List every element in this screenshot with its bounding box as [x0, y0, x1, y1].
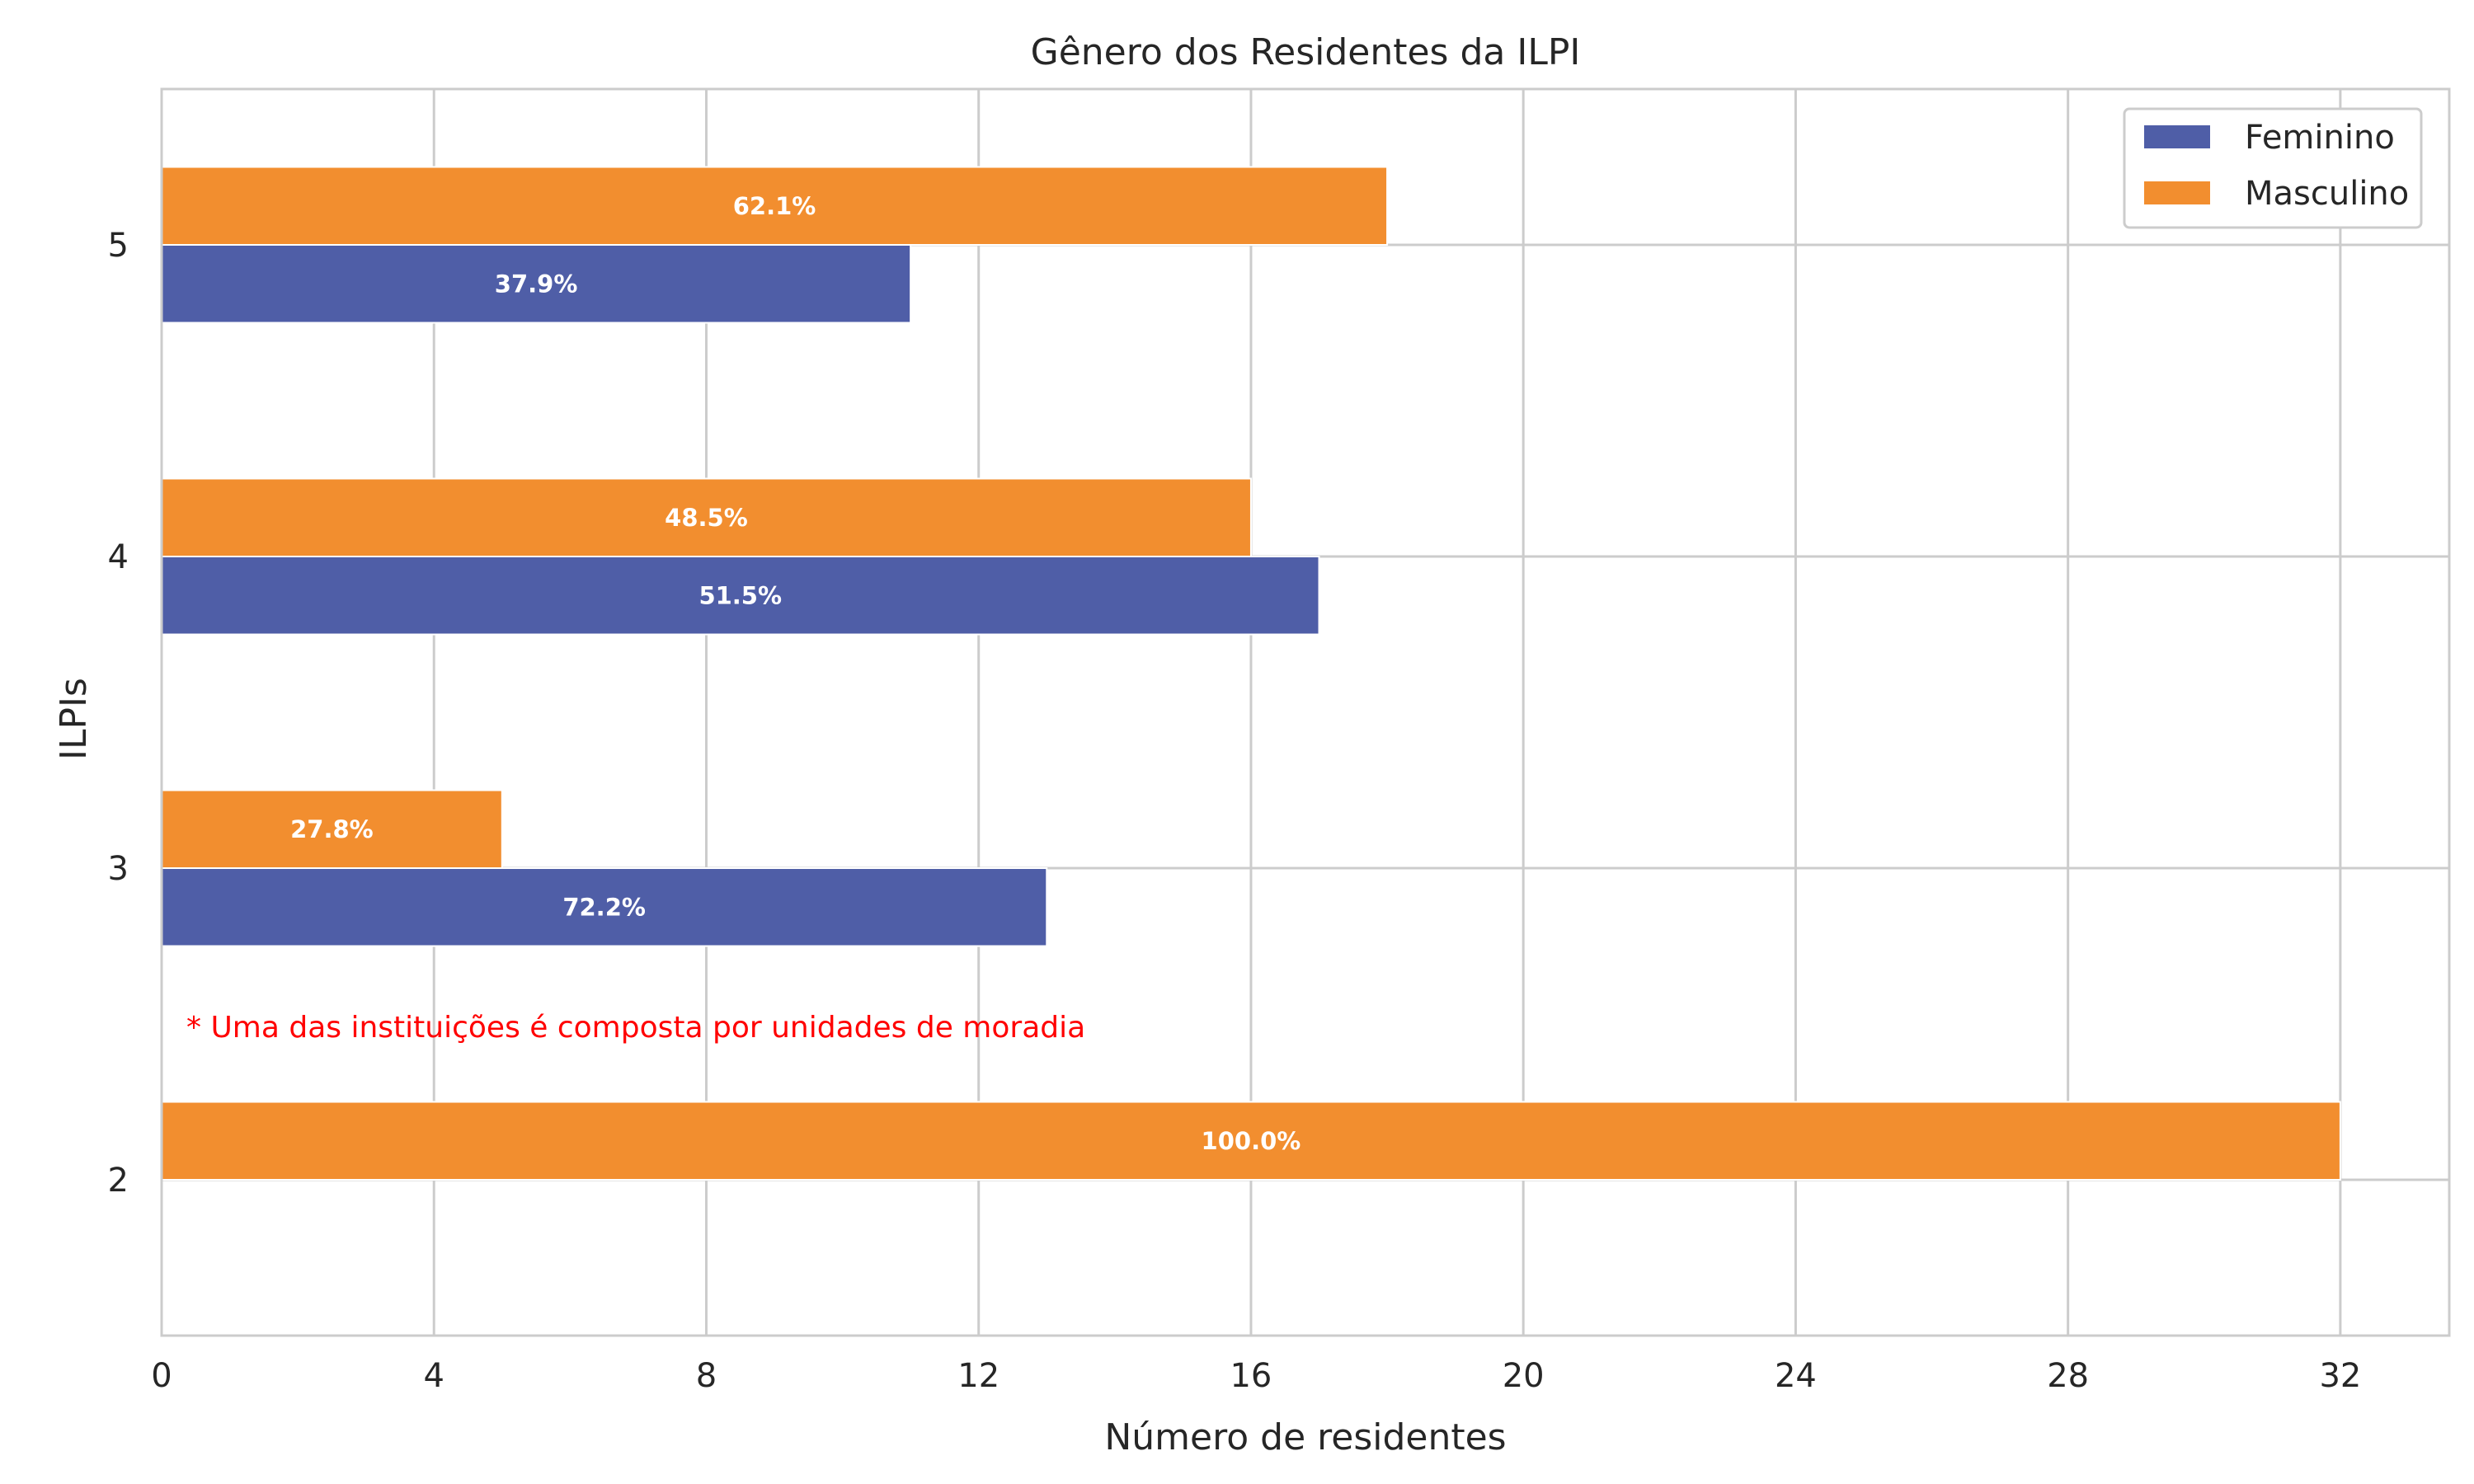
x-tick-label: 24 [1775, 1357, 1817, 1395]
legend-label-feminino: Feminino [2245, 119, 2395, 157]
plot-frame [160, 87, 2451, 1337]
chart-title: Gênero dos Residentes da ILPI [1031, 31, 1581, 73]
legend-label-masculino: Masculino [2245, 175, 2409, 213]
y-tick-labels: 2 3 4 5 [108, 227, 129, 1200]
x-tick-label: 0 [151, 1357, 172, 1395]
legend-swatch-feminino [2144, 125, 2210, 148]
x-tick-label: 12 [957, 1357, 999, 1395]
bar-masculino-ilpi-5 [161, 166, 1389, 246]
bar-feminino-ilpi-3 [161, 867, 1048, 947]
bar-masculino-ilpi-2 [161, 1101, 2341, 1181]
y-tick-label: 5 [108, 227, 129, 265]
bar-label-feminino-ilpi-3: 72.2% [562, 893, 646, 921]
x-tick-label: 20 [1503, 1357, 1545, 1395]
y-axis-title: ILPIs [53, 678, 95, 760]
annotation-note: * Uma das instituições é composta por un… [186, 1011, 1085, 1045]
bar-label-masculino-ilpi-4: 48.5% [665, 504, 748, 532]
y-tick-label: 4 [108, 538, 129, 576]
bar-label-masculino-ilpi-5: 62.1% [733, 192, 816, 220]
legend-swatch-masculino [2144, 181, 2210, 204]
bars [161, 166, 2341, 1181]
x-tick-label: 32 [2319, 1357, 2361, 1395]
bar-label-masculino-ilpi-3: 27.8% [290, 815, 374, 843]
legend: Feminino Masculino [2123, 107, 2423, 229]
x-axis-title: Número de residentes [1104, 1416, 1506, 1458]
bar-label-feminino-ilpi-5: 37.9% [495, 270, 578, 298]
bar-label-feminino-ilpi-4: 51.5% [698, 581, 782, 609]
bar-feminino-ilpi-5 [161, 244, 912, 324]
bar-labels: 72.2% 51.5% 37.9% 100.0% 27.8% 48.5% 62.1% [290, 192, 1300, 1155]
x-tick-label: 28 [2047, 1357, 2089, 1395]
x-tick-label: 16 [1230, 1357, 1272, 1395]
bar-label-masculino-ilpi-2: 100.0% [1202, 1127, 1301, 1155]
x-tick-label: 4 [424, 1357, 444, 1395]
x-tick-labels: 0 4 8 12 16 20 24 28 32 [151, 1357, 2361, 1395]
x-tick-label: 8 [696, 1357, 717, 1395]
bar-feminino-ilpi-4 [161, 556, 1320, 636]
y-tick-label: 3 [108, 850, 129, 888]
y-tick-label: 2 [108, 1162, 129, 1200]
